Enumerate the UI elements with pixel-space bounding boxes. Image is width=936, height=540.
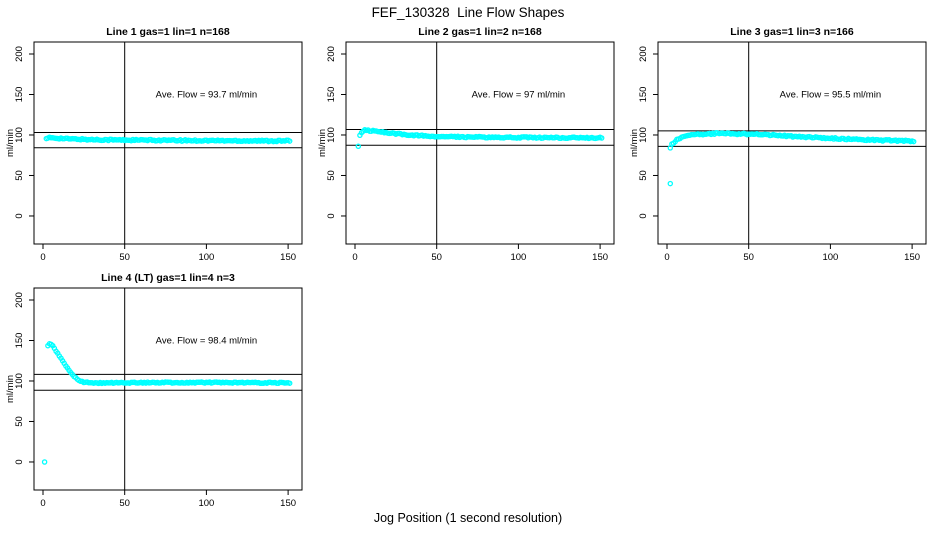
y-tick-label: 100 [638,127,649,143]
outlier-point [355,143,362,150]
average-flow-annotation: Ave. Flow = 97 ml/min [472,89,566,100]
subplot-title: Line 2 gas=1 lin=2 n=168 [418,26,542,38]
data-points [43,134,293,145]
subplot-line-2: Line 2 gas=1 lin=2 n=168 0 50 100 150 0 50 100 1… [317,26,615,263]
data-points [667,130,917,187]
data-point [598,135,605,141]
outlier-point [41,459,48,465]
x-tick-label: 100 [822,252,838,263]
x-tick-label: 50 [743,252,754,263]
data-point [286,380,293,386]
x-tick-label: 0 [664,252,669,263]
y-tick-label: 0 [638,213,649,218]
y-axis-unit-label: ml/min [629,129,640,157]
subplot-line-1: Line 1 gas=1 lin=1 n=168 0 50 100 150 0 50 100 1… [5,26,303,263]
plot-frame [657,41,927,245]
y-tick-label: 100 [14,373,25,389]
data-point [910,138,917,145]
x-tick-label: 0 [352,252,357,263]
y-axis-unit-label: ml/min [5,375,16,403]
y-tick-label: 100 [326,127,337,143]
y-tick-label: 150 [326,87,337,103]
outlier-point [667,180,674,187]
y-tick-label: 150 [14,87,25,103]
x-axis-label: Jog Position (1 second resolution) [373,511,563,525]
x-tick-label: 100 [510,252,526,263]
y-tick-label: 50 [14,416,25,427]
y-tick-label: 200 [638,46,649,62]
y-tick-label: 200 [326,46,337,62]
plot-frame [345,41,615,245]
x-tick-label: 50 [431,252,442,263]
plot-frame [33,287,303,491]
x-tick-label: 150 [280,252,296,263]
x-tick-label: 0 [40,498,45,509]
y-tick-label: 50 [326,170,337,181]
x-tick-label: 150 [904,252,920,263]
x-tick-label: 150 [592,252,608,263]
data-point [286,138,293,144]
x-tick-label: 50 [119,498,130,509]
subplot-line-3: Line 3 gas=1 lin=3 n=166 0 50 100 150 0 50 100 1… [629,26,927,263]
y-tick-label: 200 [14,292,25,308]
average-flow-annotation: Ave. Flow = 98.4 ml/min [156,335,257,346]
y-tick-label: 0 [326,213,337,218]
average-flow-annotation: Ave. Flow = 95.5 ml/min [780,89,881,100]
figure-title: FEF_130328 Line Flow Shapes [371,5,565,20]
subplot-line-4: Line 4 (LT) gas=1 lin=4 n=3 0 50 100 150 0 50 1… [5,272,303,509]
y-tick-label: 100 [14,127,25,143]
x-tick-label: 0 [40,252,45,263]
x-tick-label: 100 [198,498,214,509]
y-tick-label: 150 [638,87,649,103]
subplot-title: Line 3 gas=1 lin=3 n=166 [730,26,854,38]
y-tick-label: 200 [14,46,25,62]
y-tick-label: 0 [14,213,25,218]
y-tick-label: 50 [638,170,649,181]
y-axis-unit-label: ml/min [5,129,16,157]
y-axis-unit-label: ml/min [317,129,328,157]
data-points [355,127,605,150]
subplot-title: Line 4 (LT) gas=1 lin=4 n=3 [101,272,235,284]
outlier-point [667,145,674,151]
data-points [41,341,293,465]
x-tick-label: 50 [119,252,130,263]
y-tick-label: 50 [14,170,25,181]
x-tick-label: 150 [280,498,296,509]
x-tick-label: 100 [198,252,214,263]
y-tick-label: 150 [14,333,25,349]
average-flow-annotation: Ave. Flow = 93.7 ml/min [156,89,257,100]
y-tick-label: 0 [14,459,25,464]
subplot-title: Line 1 gas=1 lin=1 n=168 [106,26,230,38]
plot-frame [33,41,303,245]
